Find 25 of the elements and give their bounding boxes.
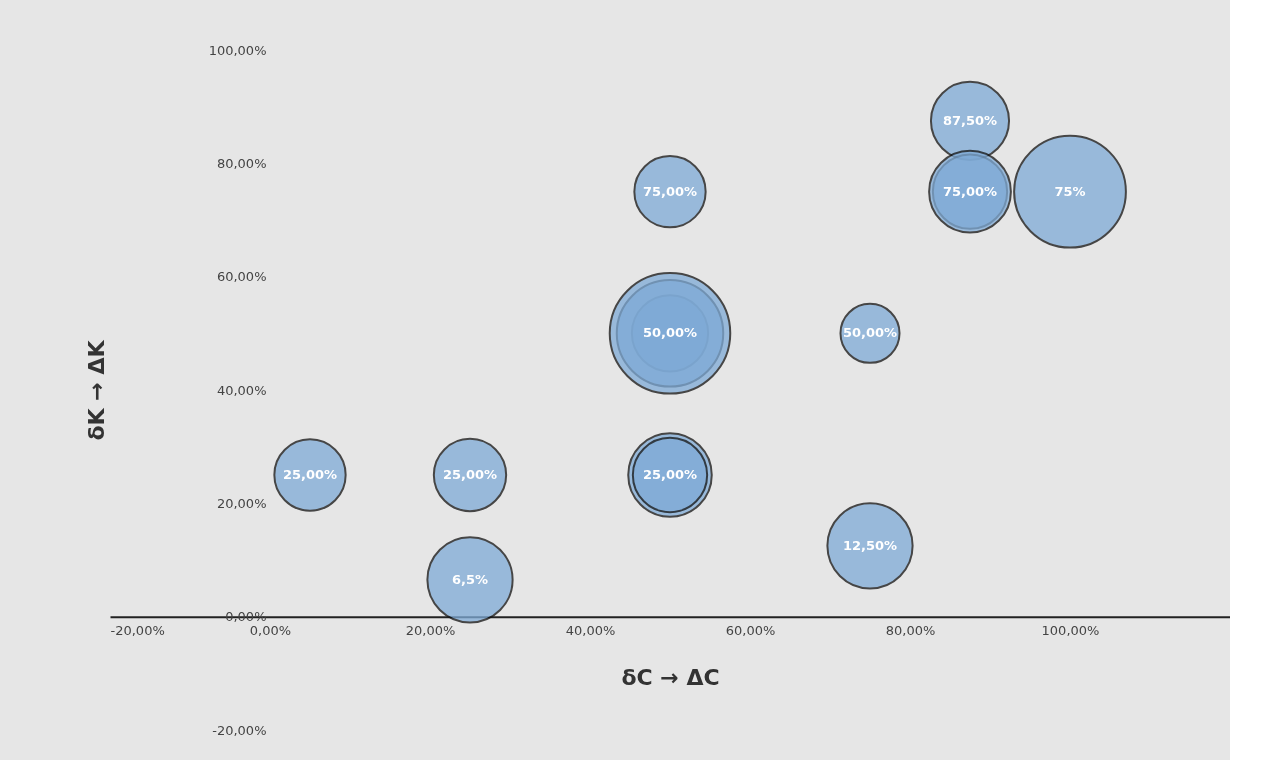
x-tick-label: 100,00% xyxy=(1041,623,1100,639)
y-tick-label: 20,00% xyxy=(216,495,267,511)
data-label: 12,50% xyxy=(842,537,898,553)
data-label: 25,00% xyxy=(282,467,338,482)
y-tick-label: 80,00% xyxy=(216,155,267,171)
y-axis-title: δK → ΔK xyxy=(83,339,109,441)
data-label: 75,00% xyxy=(642,183,698,199)
y-tick-label: 60,00% xyxy=(216,269,267,285)
data-label: 6,5% xyxy=(451,571,489,587)
x-tick-label: 60,00% xyxy=(725,623,776,639)
data-label: 50,00% xyxy=(842,325,898,341)
x-tick-label: 20,00% xyxy=(405,623,456,639)
x-tick-label: -20,00% xyxy=(110,623,165,639)
data-label: 87,50% xyxy=(942,112,998,128)
y-tick-label: 40,00% xyxy=(216,382,267,398)
data-label: 50,00% xyxy=(642,325,698,341)
x-axis-title: δC → ΔC xyxy=(621,665,720,691)
data-label: 75% xyxy=(1054,183,1086,199)
y-tick-label: 100,00% xyxy=(208,42,267,58)
x-tick-label: 0,00% xyxy=(249,623,292,639)
data-label: 25,00% xyxy=(642,467,698,482)
data-label: 25,00% xyxy=(442,467,498,482)
y-tick-label: -20,00% xyxy=(212,722,267,738)
x-tick-label: 80,00% xyxy=(885,623,936,639)
x-tick-label: 40,00% xyxy=(565,623,616,639)
